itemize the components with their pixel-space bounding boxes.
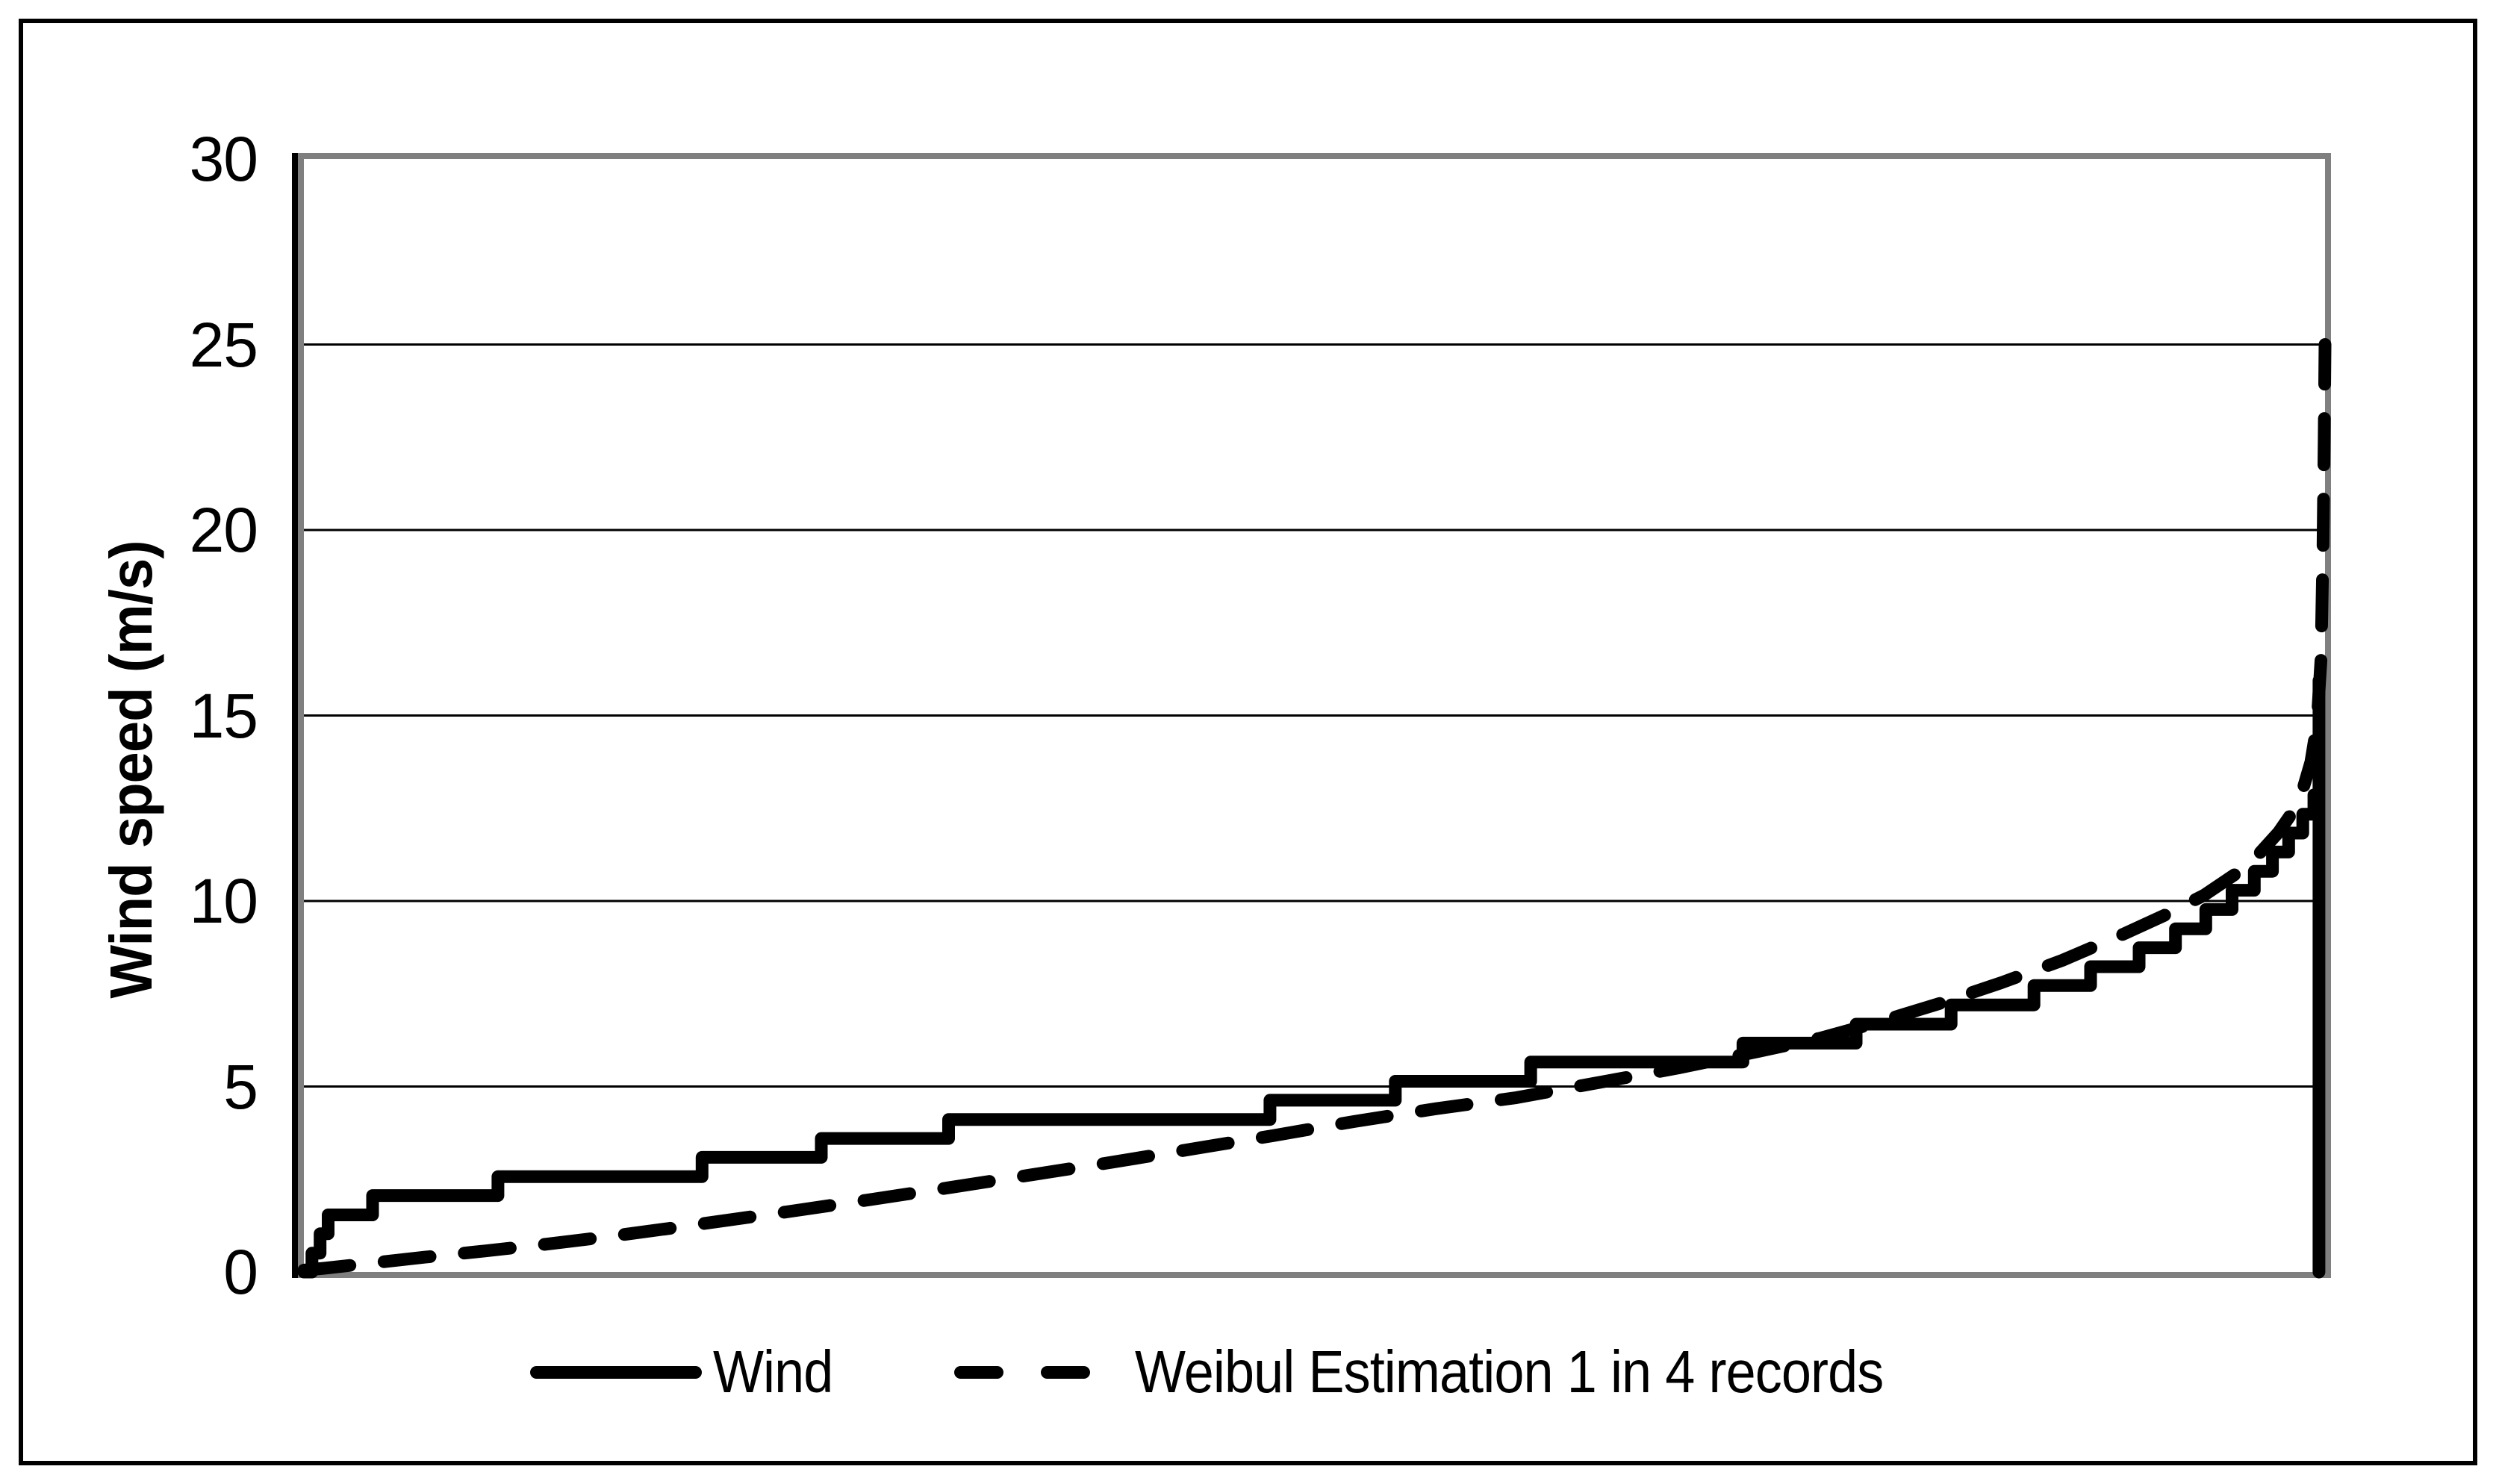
series-wind-line — [297, 674, 2326, 1279]
y-tick-label: 5 — [223, 1051, 258, 1122]
y-tick-label: 30 — [189, 124, 258, 194]
series-weibull-line — [297, 338, 2332, 1276]
dashed-line-icon — [953, 1365, 1090, 1379]
y-tick-label: 10 — [189, 866, 258, 936]
y-tick-label: 15 — [189, 680, 258, 751]
chart-canvas — [297, 338, 2332, 1279]
legend-item-wind: Wind — [529, 1338, 846, 1406]
solid-line-icon — [529, 1365, 702, 1379]
y-tick-label: 25 — [189, 309, 258, 380]
legend-label-weibull: Weibul Estimation 1 in 4 records — [1134, 1338, 1884, 1405]
dash-segment-icon — [953, 1365, 1003, 1379]
legend-item-weibull: Weibul Estimation 1 in 4 records — [953, 1338, 1967, 1406]
legend: Wind Weibul Estimation 1 in 4 records — [0, 1333, 2496, 1411]
y-axis-line — [292, 153, 298, 1278]
dash-segment-icon — [1040, 1365, 1090, 1379]
y-tick-label: 20 — [189, 495, 258, 565]
legend-label-wind: Wind — [712, 1338, 833, 1405]
figure-border — [19, 19, 2477, 1465]
y-tick-label: 0 — [223, 1237, 258, 1307]
